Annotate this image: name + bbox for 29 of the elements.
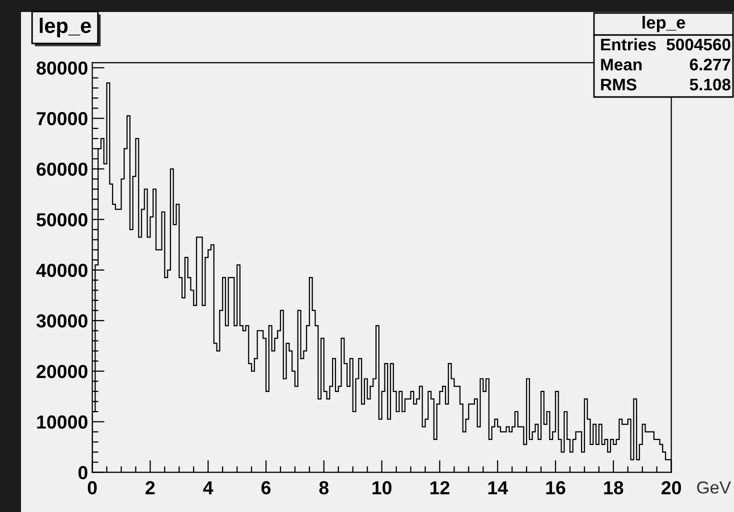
y-tick-label: 30000: [36, 314, 88, 328]
x-tick-label: 2: [146, 481, 155, 494]
x-tick-label: 0: [88, 481, 97, 494]
annotation: RMS: [601, 78, 636, 90]
x-tick-label: 14: [488, 481, 508, 494]
x-tick-label: 6: [261, 481, 271, 494]
y-tick-label: 80000: [36, 61, 88, 75]
text: Entries: [601, 38, 656, 50]
chart-title: lep_e: [40, 18, 91, 38]
x-tick-label: 12: [430, 481, 450, 494]
x-tick-label: 4: [203, 481, 214, 494]
x-tick-label: 10: [372, 481, 392, 494]
text: 6.277: [690, 58, 730, 70]
annotation: Mean: [601, 58, 642, 70]
text: lep_e: [642, 16, 686, 32]
y-tick-label: 50000: [36, 213, 88, 226]
y-tick-label: 40000: [36, 264, 88, 278]
y-tick-label: 70000: [36, 112, 88, 126]
y-tick-label: 60000: [36, 162, 88, 176]
y-tick-label: 20000: [36, 364, 88, 378]
x-tick-label: 8: [319, 481, 329, 494]
text: 5.108: [690, 78, 730, 90]
y-tick-label: 10000: [37, 415, 88, 429]
x-tick-label: 16: [546, 481, 566, 494]
x-axis-title: GeV: [697, 481, 731, 494]
y-tick-label: 0: [78, 466, 88, 480]
text: 5004560: [666, 38, 730, 50]
x-tick-label: 20: [662, 481, 681, 494]
x-tick-label: 18: [604, 481, 624, 494]
